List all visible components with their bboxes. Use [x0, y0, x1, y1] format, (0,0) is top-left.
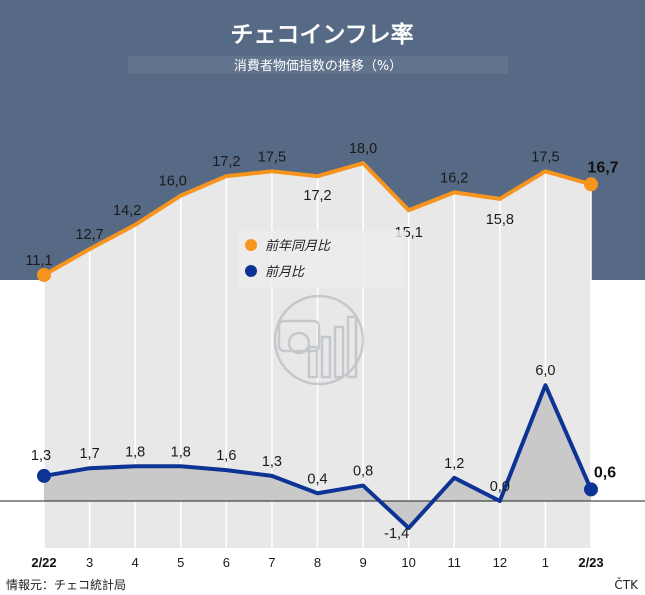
yoy-data-label: 17,5 [531, 149, 559, 165]
mom-end-point [584, 482, 598, 497]
chart-title: チェコインフレ率 [230, 21, 413, 48]
yoy-end-point [584, 177, 598, 192]
mom-data-label: 1,3 [262, 454, 282, 470]
mom-data-label: 0,4 [307, 471, 327, 487]
x-tick-label: 2/23 [578, 555, 603, 570]
mom-start-point [37, 468, 51, 483]
source-note: 情報元：チェコ統計局 [6, 577, 126, 592]
mom-data-label: 1,8 [125, 444, 145, 460]
x-tick-label: 11 [448, 555, 462, 570]
x-tick-label: 1 [542, 555, 549, 570]
mom-data-label: 1,2 [444, 456, 464, 472]
mom-data-label: 1,6 [216, 448, 236, 464]
yoy-data-label: 17,2 [212, 154, 240, 170]
subtitle-band [128, 56, 508, 74]
x-tick-label: 12 [493, 555, 507, 570]
legend-yoy-label: 前年同月比 [265, 239, 331, 254]
mom-area [44, 385, 591, 529]
legend-mom-marker [245, 265, 257, 277]
x-tick-label: 4 [132, 555, 139, 570]
legend: 前年同月比 前月比 [238, 230, 406, 288]
yoy-start-point [37, 268, 51, 282]
x-tick-label: 5 [177, 555, 184, 570]
yoy-data-label: 11,1 [25, 253, 52, 269]
yoy-data-label: 17,5 [258, 149, 286, 165]
mom-data-label: -1,4 [384, 526, 409, 542]
legend-mom-label: 前月比 [265, 265, 305, 280]
credit-label: ČTK [614, 577, 639, 592]
yoy-data-label: 16,7 [587, 159, 618, 176]
yoy-data-label: 15,8 [486, 212, 514, 228]
yoy-series-line [43, 161, 592, 277]
legend-background [238, 230, 406, 288]
mom-data-label: 0,6 [594, 464, 616, 481]
yoy-data-label: 16,0 [159, 174, 187, 190]
x-tick-label: 8 [314, 555, 321, 570]
mom-data-label: 6,0 [535, 363, 555, 379]
yoy-data-label: 14,2 [113, 203, 141, 219]
legend-yoy-marker [245, 239, 257, 251]
x-tick-label: 2/22 [31, 555, 56, 570]
x-tick-label: 9 [359, 555, 366, 570]
mom-data-label: 1,3 [31, 448, 51, 464]
x-tick-label: 6 [223, 555, 230, 570]
yoy-data-label: 16,2 [440, 170, 468, 186]
yoy-data-label: 12,7 [75, 227, 103, 243]
mom-data-label: 1,7 [79, 446, 99, 462]
yoy-data-label: 18,0 [349, 141, 377, 157]
mom-data-label: 1,8 [171, 444, 191, 460]
watermark-logo [273, 294, 365, 386]
mom-data-label: 0,0 [490, 479, 510, 495]
chart-subtitle: 消費者物価指数の推移（%） [234, 59, 402, 74]
mom-series-line [43, 383, 593, 531]
x-tick-label: 3 [86, 555, 93, 570]
x-tick-label: 7 [268, 555, 275, 570]
mom-data-label: 0,8 [353, 464, 373, 480]
yoy-data-label: 17,2 [303, 188, 331, 204]
x-tick-label: 10 [401, 555, 415, 570]
